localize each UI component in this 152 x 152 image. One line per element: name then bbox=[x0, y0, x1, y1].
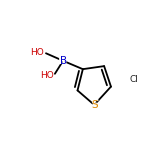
Text: Cl: Cl bbox=[129, 75, 141, 85]
Text: HO: HO bbox=[40, 71, 54, 80]
Text: B: B bbox=[60, 56, 67, 66]
Text: HO: HO bbox=[25, 47, 44, 57]
Text: B: B bbox=[58, 54, 68, 67]
Text: HO: HO bbox=[35, 70, 54, 80]
Text: S: S bbox=[91, 100, 98, 110]
Text: Cl: Cl bbox=[129, 75, 138, 84]
Text: HO: HO bbox=[30, 48, 44, 57]
Text: S: S bbox=[90, 98, 99, 111]
